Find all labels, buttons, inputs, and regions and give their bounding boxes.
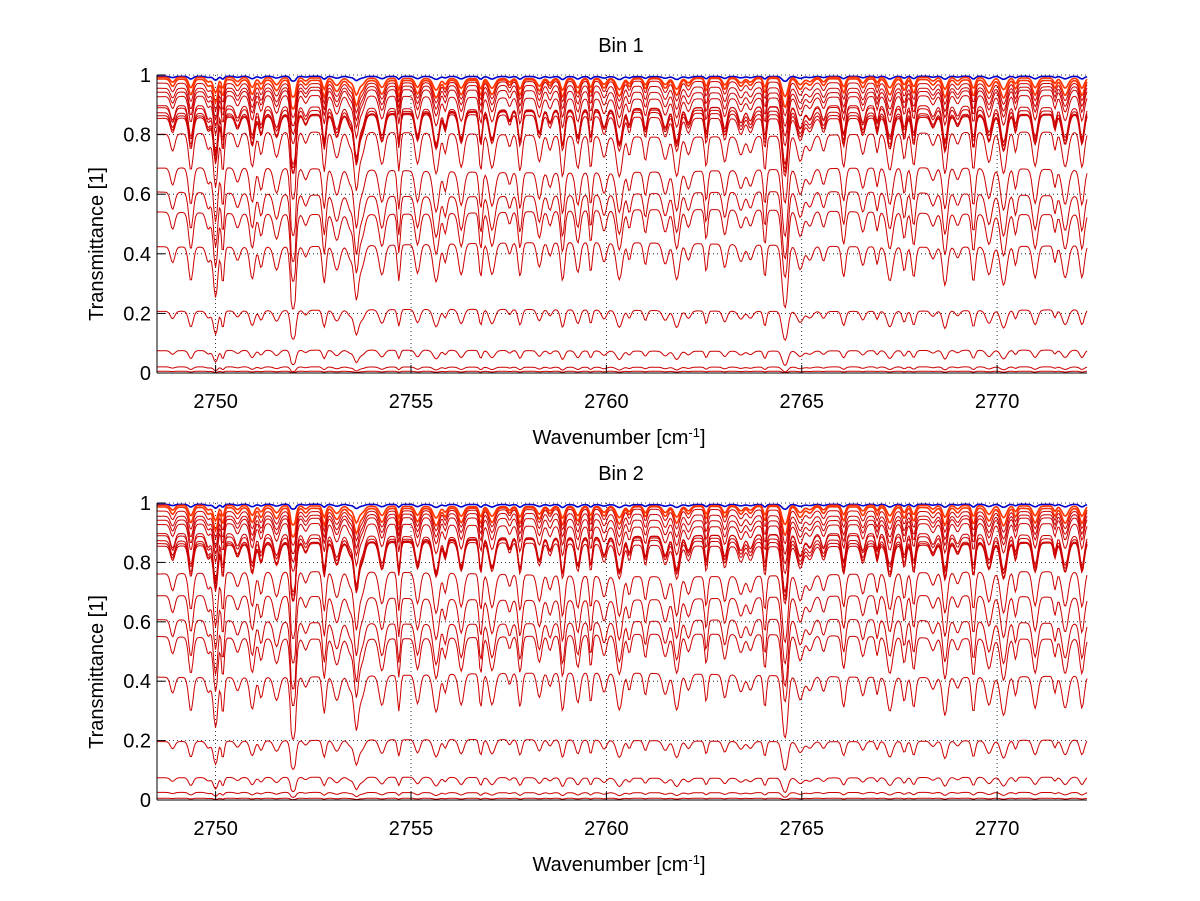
bin-2-series-line-19 xyxy=(157,776,1088,794)
bin-1-panel: Bin 1 Transmittance [1] Wavenumber [cm-1… xyxy=(86,35,1088,450)
bin-2-y-tick-label: 0.2 xyxy=(123,731,151,753)
bin-1-y-tick-label: 0.6 xyxy=(123,184,151,206)
bin-2-x-tick-label: 2765 xyxy=(779,818,824,840)
bin-1-series-line-1 xyxy=(157,75,1088,83)
bin-2-title: Bin 2 xyxy=(598,463,644,485)
bin-2-panel: Bin 2 Transmittance [1] Wavenumber [cm-1… xyxy=(86,463,1088,877)
bin-2-y-tick-label: 0.6 xyxy=(123,612,151,634)
bin-2-series-line-2 xyxy=(157,504,1088,526)
bin-1-series-line-16 xyxy=(156,209,1088,282)
bin-1-series-line-13 xyxy=(157,131,1088,205)
bin-1-y-tick-label: 1 xyxy=(140,65,151,87)
bin-1-series-line-15 xyxy=(157,191,1088,262)
bin-1-series-line-12 xyxy=(157,114,1088,178)
bin-2-x-tick-label: 2760 xyxy=(584,818,629,840)
bin-2-y-tick-label: 1 xyxy=(140,493,151,515)
bin-1-y-axis-label: Transmittance [1] xyxy=(86,167,108,321)
bin-1-y-tick-label: 0 xyxy=(140,363,151,385)
bin-1-x-axis-label-end: ] xyxy=(700,427,706,449)
bin-2-x-tick-label: 2770 xyxy=(975,818,1020,840)
bin-1-series-line-21 xyxy=(157,370,1088,374)
bin-1-x-tick-label: 2770 xyxy=(975,391,1020,413)
bin-2-series-line-5 xyxy=(157,513,1088,555)
bin-2-series-line-1 xyxy=(157,503,1088,511)
bin-1-x-tick-label: 2750 xyxy=(193,391,238,413)
bin-2-series-line-13 xyxy=(156,571,1088,644)
bin-1-title: Bin 1 xyxy=(598,35,644,57)
bin-1-series-line-3 xyxy=(157,77,1088,110)
bin-2-y-tick-label: 0.8 xyxy=(123,552,151,574)
bin-2-x-axis-label-end: ] xyxy=(700,854,706,876)
bin-2-series-line-12 xyxy=(157,541,1088,605)
bin-2-series-line-11 xyxy=(157,539,1088,602)
bin-2-series-line-14 xyxy=(157,595,1088,665)
bin-2-y-tick-label: 0.4 xyxy=(123,671,151,693)
bin-2-series-line-18 xyxy=(157,739,1088,771)
bin-2-ticks: 2750 2755 2760 2765 2770 0 0.2 0.4 0.6 0.8 1 xyxy=(123,493,1019,840)
bin-2-series-line-15 xyxy=(157,618,1088,690)
bin-2-series-line-17 xyxy=(157,672,1088,740)
bin-1-series-line-17 xyxy=(156,242,1088,310)
bin-1-series-line-20 xyxy=(157,366,1088,373)
bin-2-series xyxy=(156,503,1088,801)
bin-1-y-tick-label: 0.8 xyxy=(123,125,151,147)
bin-2-x-axis-label: Wavenumber [cm-1] xyxy=(532,852,705,877)
bin-1-series-line-11 xyxy=(157,111,1088,174)
bin-2-x-axis-label-main: Wavenumber [cm xyxy=(532,854,688,876)
bin-2-series-line-16 xyxy=(157,633,1088,706)
bin-1-series-line-6 xyxy=(157,89,1088,137)
bin-2-y-tick-label: 0 xyxy=(140,790,151,812)
bin-1-series-line-18 xyxy=(157,308,1088,341)
bin-2-x-tick-label: 2750 xyxy=(193,818,238,840)
bin-1-series xyxy=(156,75,1088,374)
bin-1-axes xyxy=(156,75,1087,374)
bin-2-series-line-20 xyxy=(157,791,1088,798)
bin-2-series-line-3 xyxy=(156,505,1088,538)
bin-2-series-line-6 xyxy=(157,517,1088,565)
bin-2-x-axis-label-sup: -1 xyxy=(688,852,700,867)
bin-1-series-line-2 xyxy=(157,76,1088,98)
bin-1-series-line-5 xyxy=(157,85,1088,128)
bin-1-x-axis-label: Wavenumber [cm-1] xyxy=(532,425,705,450)
bin-1-y-tick-label: 0.4 xyxy=(123,244,151,266)
bin-1-y-tick-label: 0.2 xyxy=(123,303,151,325)
bin-1-x-tick-label: 2765 xyxy=(779,391,824,413)
bin-1-x-axis-label-main: Wavenumber [cm xyxy=(532,427,688,449)
bin-1-x-tick-label: 2755 xyxy=(389,391,434,413)
bin-1-x-tick-label: 2760 xyxy=(584,391,629,413)
bin-1-series-line-7 xyxy=(157,95,1088,147)
bin-1-x-axis-label-sup: -1 xyxy=(688,425,700,440)
bin-2-y-axis-label: Transmittance [1] xyxy=(86,595,108,749)
bin-2-axes xyxy=(156,503,1087,801)
bin-2-series-line-21 xyxy=(157,797,1088,801)
bin-1-ticks: 2750 2755 2760 2765 2770 0 0.2 0.4 0.6 0.8 1 xyxy=(123,65,1019,413)
bin-2-series-line-7 xyxy=(157,523,1088,575)
bin-2-x-tick-label: 2755 xyxy=(389,818,434,840)
bin-2-series-line-4 xyxy=(157,508,1088,546)
bin-1-series-line-14 xyxy=(156,167,1088,238)
bin-1-series-line-19 xyxy=(157,349,1088,367)
bin-1-series-line-4 xyxy=(157,80,1088,118)
